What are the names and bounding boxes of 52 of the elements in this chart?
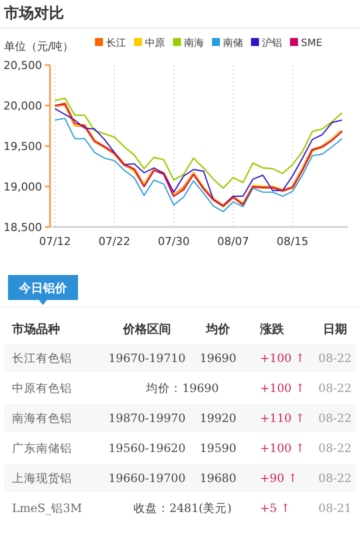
text: +100 ↑ [260, 441, 305, 455]
text: 08-22 [318, 351, 352, 365]
text: 今日铝价 [18, 281, 68, 295]
category-label: 市场品种 [11, 322, 60, 336]
legend-label: 沪铝 [262, 37, 282, 49]
y-tick-label: 19,500 [4, 140, 42, 153]
text: 19690 [200, 351, 236, 365]
x-tick-label: 07/12 [39, 235, 71, 248]
text: 长江有色铝 [12, 351, 72, 365]
text: LmeS_铝3M [12, 501, 82, 515]
category-label: 价格区间 [122, 322, 171, 336]
text: 中原有色铝 [12, 381, 72, 395]
text: +110 ↑ [260, 411, 305, 425]
text: 19870-19970 [108, 411, 186, 425]
x-tick-label: 08/15 [276, 235, 308, 248]
y-tick-label: 20,000 [4, 100, 42, 112]
text: 南海有色铝 [12, 411, 72, 425]
text: 19680 [200, 471, 236, 485]
y-tick-label: 18,500 [4, 221, 42, 234]
text: 08-22 [318, 411, 352, 425]
text: 19660-19700 [108, 471, 186, 485]
chart-title: 市场对比 [3, 4, 64, 22]
legend-label: 中原 [145, 37, 165, 49]
text: 上海现货铝 [12, 471, 72, 485]
text: 08-22 [318, 441, 352, 455]
text: 08-21 [318, 501, 352, 515]
text: 广东南储铝 [12, 441, 72, 455]
text: 19560-19620 [108, 441, 186, 455]
text: +100 ↑ [260, 351, 305, 365]
category-label: 涨跌 [259, 322, 285, 336]
text: 收盘：2481(美元) [133, 501, 232, 515]
text: +90 ↑ [260, 471, 298, 485]
text: 08-22 [318, 381, 352, 395]
text: 19920 [200, 411, 236, 425]
y-tick-label: 19,000 [4, 180, 42, 194]
legend-label: 南海 [184, 37, 204, 49]
text: +100 ↑ [260, 381, 305, 395]
y-axis-title: 单位（元/吨） [4, 40, 74, 53]
x-tick-label: 07/22 [98, 235, 130, 248]
legend-label: SME [301, 38, 322, 49]
legend-label: 南储 [223, 37, 243, 49]
legend-label: 长江 [106, 37, 126, 49]
category-label: 日期 [323, 322, 347, 336]
text: +5 ↑ [260, 501, 290, 515]
y-tick-label: 20,500 [4, 59, 42, 72]
x-tick-label: 07/30 [158, 235, 190, 248]
text: 19590 [200, 441, 236, 455]
text: 08-22 [318, 471, 352, 485]
x-tick-label: 08/07 [217, 235, 249, 248]
text: 19670-19710 [108, 351, 186, 365]
text: 均价：19690 [146, 381, 219, 395]
category-label: 均价 [205, 322, 231, 336]
